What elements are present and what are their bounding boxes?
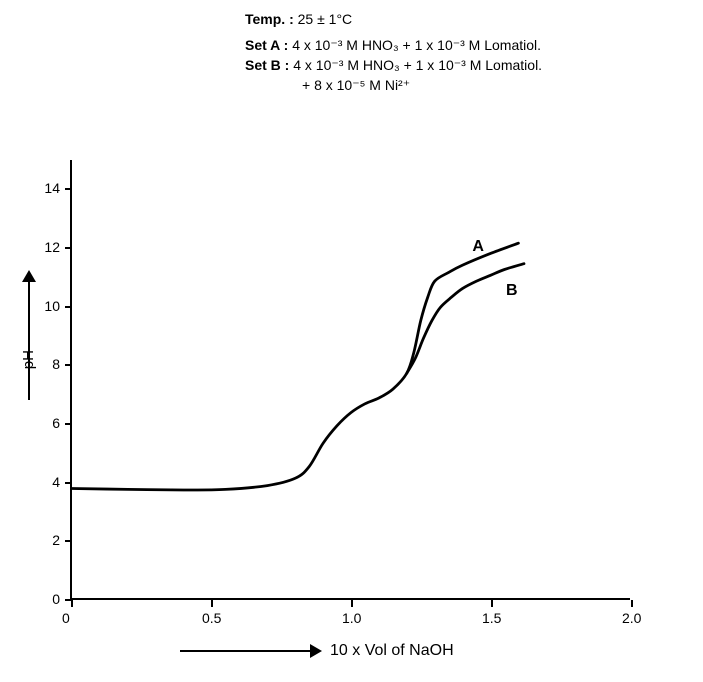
- x-tick-label: 1.5: [482, 610, 501, 626]
- series-B-label: B: [506, 282, 518, 300]
- series-A-label: A: [472, 238, 484, 256]
- x-tick: [211, 600, 213, 607]
- x-axis-arrow-line: [180, 650, 310, 652]
- chart-curves: [72, 160, 630, 598]
- x-tick-label: 1.0: [342, 610, 361, 626]
- temp-value: 25 ± 1°C: [298, 11, 353, 27]
- x-tick: [631, 600, 633, 607]
- y-tick-label: 4: [36, 474, 60, 490]
- y-tick-label: 10: [36, 298, 60, 314]
- x-axis-title: 10 x Vol of NaOH: [330, 642, 454, 660]
- titration-chart: A B 00.51.01.52.002468101214: [70, 160, 630, 600]
- x-tick-label: 2.0: [622, 610, 641, 626]
- y-tick: [65, 540, 72, 542]
- y-tick-label: 8: [36, 356, 60, 372]
- x-tick: [491, 600, 493, 607]
- setA-value: 4 x 10⁻³ M HNO₃ + 1 x 10⁻³ M Lomatiol.: [292, 37, 541, 53]
- series-B: [407, 264, 524, 374]
- x-axis-arrow-head: [310, 644, 322, 658]
- x-tick: [71, 600, 73, 607]
- y-axis-arrow-head: [22, 270, 36, 282]
- x-tick-label: 0: [62, 610, 70, 626]
- y-tick-label: 0: [36, 591, 60, 607]
- x-tick: [351, 600, 353, 607]
- setB-label: Set B :: [245, 57, 289, 73]
- temp-label: Temp. :: [245, 11, 294, 27]
- y-tick-label: 2: [36, 532, 60, 548]
- setB-line1: 4 x 10⁻³ M HNO₃ + 1 x 10⁻³ M Lomatiol.: [293, 57, 542, 73]
- y-tick: [65, 423, 72, 425]
- series-A: [72, 243, 518, 490]
- y-tick: [65, 247, 72, 249]
- y-tick: [65, 188, 72, 190]
- setA-label: Set A :: [245, 37, 288, 53]
- y-tick: [65, 364, 72, 366]
- y-tick: [65, 599, 72, 601]
- y-tick-label: 6: [36, 415, 60, 431]
- y-tick: [65, 306, 72, 308]
- y-tick-label: 14: [36, 180, 60, 196]
- x-tick-label: 0.5: [202, 610, 221, 626]
- y-axis-title: pH: [20, 350, 37, 369]
- y-tick-label: 12: [36, 239, 60, 255]
- y-axis-arrow-line: [28, 280, 30, 400]
- setB-line2: + 8 x 10⁻⁵ M Ni²⁺: [302, 77, 410, 93]
- y-tick: [65, 482, 72, 484]
